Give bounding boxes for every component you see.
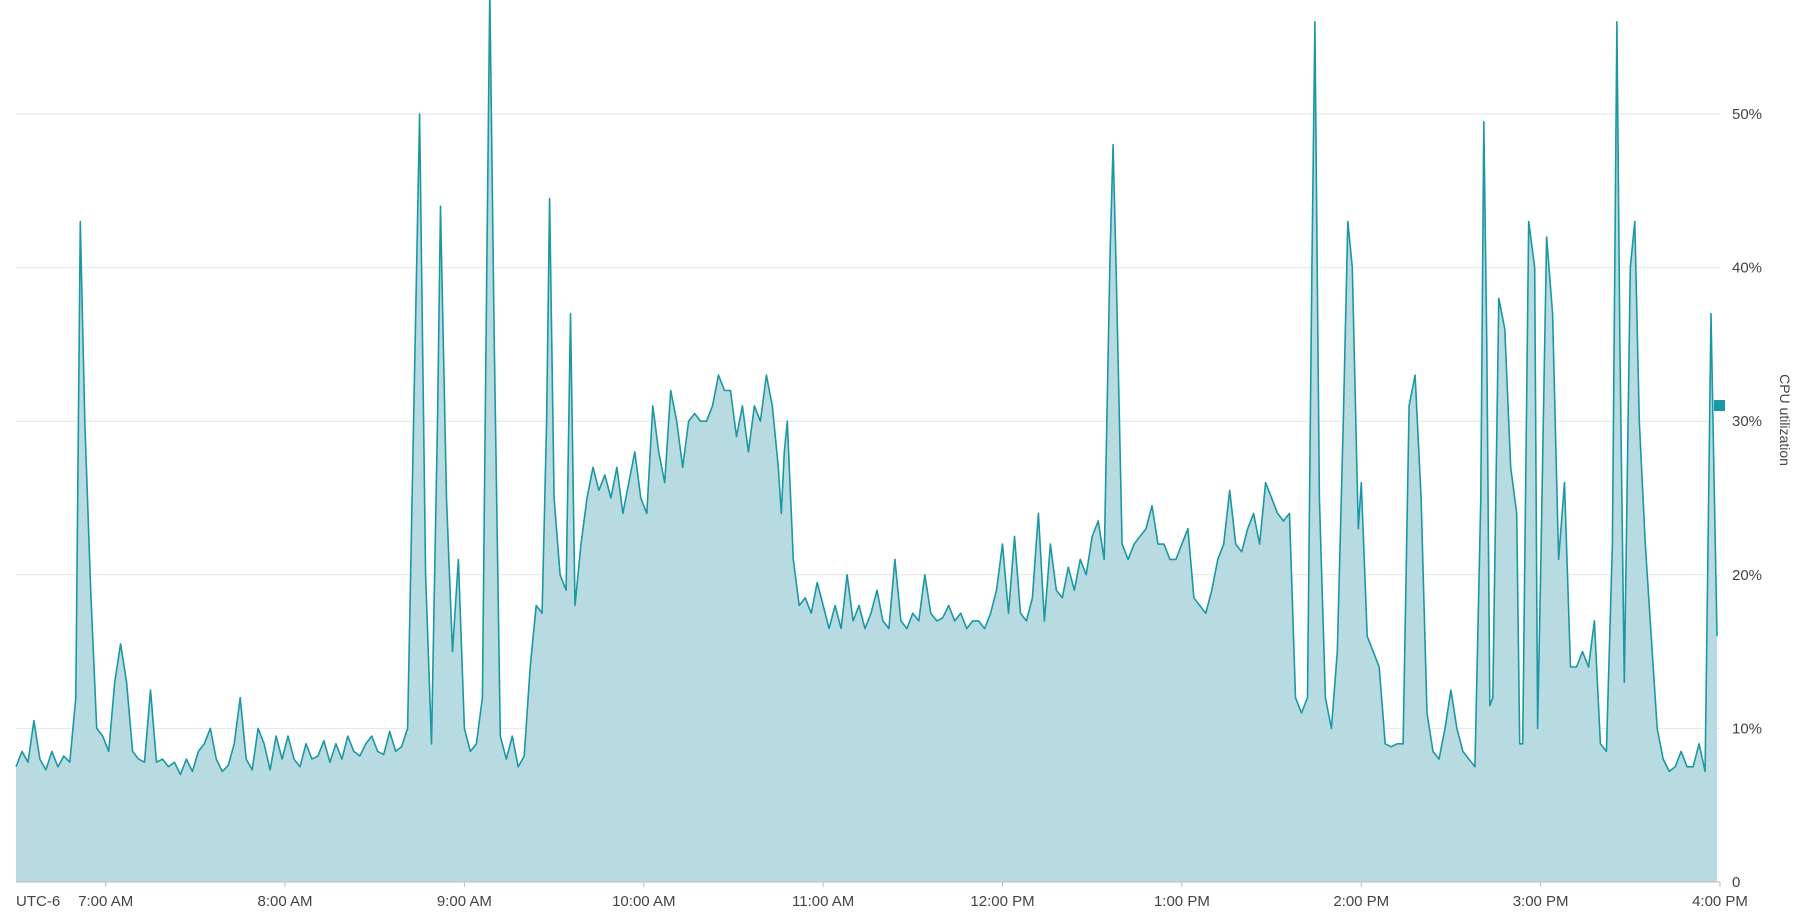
y-axis-label: CPU utilization — [1777, 374, 1793, 466]
timezone-label: UTC-6 — [16, 893, 60, 910]
x-tick-label: 1:00 PM — [1154, 893, 1210, 910]
series-color-marker — [1714, 400, 1725, 411]
y-axis-ticks: 0 10% 20% 30% 40% 50% — [1732, 106, 1762, 891]
x-tick-label: 10:00 AM — [612, 893, 675, 910]
x-tick-label: 9:00 AM — [437, 893, 492, 910]
x-tick-label: 12:00 PM — [970, 893, 1034, 910]
x-tick-label: 4:00 PM — [1692, 893, 1748, 910]
y-tick-label: 0 — [1732, 874, 1740, 891]
x-axis-ticks: 7:00 AM 8:00 AM 9:00 AM 10:00 AM 11:00 AM 12:… — [78, 882, 1748, 910]
x-tick-label: 8:00 AM — [258, 893, 313, 910]
gridlines — [16, 113, 1720, 729]
x-tick-label: 7:00 AM — [78, 893, 133, 910]
x-tick-label: 3:00 PM — [1513, 893, 1569, 910]
x-tick-label: 2:00 PM — [1333, 893, 1389, 910]
y-tick-label: 40% — [1732, 260, 1762, 277]
x-tick-label: 11:00 AM — [792, 893, 854, 910]
cpu-utilization-area — [16, 0, 1717, 882]
cpu-utilization-line — [15, 0, 1718, 776]
y-tick-label: 30% — [1732, 413, 1762, 430]
y-tick-label: 10% — [1732, 720, 1762, 737]
y-tick-label: 20% — [1732, 567, 1762, 584]
y-tick-label: 50% — [1732, 106, 1762, 123]
